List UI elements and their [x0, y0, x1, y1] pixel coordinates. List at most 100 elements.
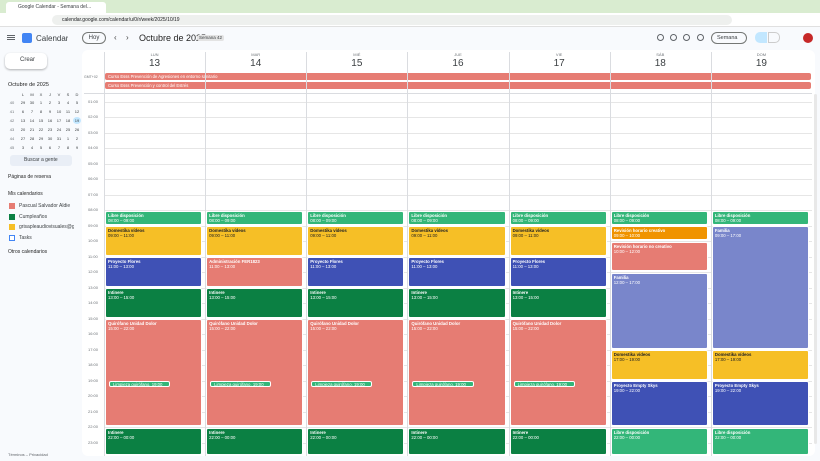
day-number[interactable]: 17	[553, 58, 565, 69]
event[interactable]: Intinere 13:00 – 15:00	[206, 288, 304, 318]
event[interactable]: Domestika vídeos 09:00 – 11:00	[509, 226, 607, 256]
event[interactable]: Libre disposición 08:00 – 09:00	[509, 210, 607, 225]
day-number[interactable]: 18	[654, 58, 666, 69]
calendar-checkbox[interactable]	[9, 213, 15, 220]
mini-day[interactable]: 29	[38, 136, 44, 141]
mini-day[interactable]: 8	[39, 109, 43, 114]
event[interactable]: Revisión horario no creativo 10:00 – 12:0…	[610, 241, 708, 271]
day-number[interactable]: 13	[149, 58, 161, 69]
mini-day[interactable]: 14	[29, 118, 35, 123]
mini-day[interactable]: 20	[20, 127, 26, 132]
event[interactable]: Proyecto Flores 11:00 – 13:00	[408, 257, 506, 287]
mini-day[interactable]: 2	[75, 136, 79, 141]
mini-day[interactable]: 23	[47, 127, 53, 132]
event[interactable]: Intinere 22:00 – 00:00	[206, 427, 304, 455]
day-number[interactable]: 16	[452, 58, 464, 69]
event[interactable]: Quirófano Unidad Dolor 15:00 – 22:00	[408, 319, 506, 426]
event[interactable]: Libre disposición 08:00 – 09:00	[408, 210, 506, 225]
address-bar[interactable]	[52, 15, 732, 25]
avatar[interactable]	[803, 33, 813, 43]
event[interactable]: Domestika vídeos 09:00 – 11:00	[408, 226, 506, 256]
day-number[interactable]: 14	[250, 58, 262, 69]
create-button[interactable]: Crear	[5, 53, 47, 69]
header-icon[interactable]	[683, 34, 690, 41]
mini-day[interactable]: 1	[39, 100, 43, 105]
event[interactable]: Quirófano Unidad Dolor 15:00 – 22:00	[206, 319, 304, 426]
event[interactable]: Domestika vídeos 17:00 – 19:00	[711, 350, 809, 380]
mini-day[interactable]: 19	[73, 117, 81, 124]
event[interactable]: Intinere 13:00 – 15:00	[105, 288, 203, 318]
tab[interactable]	[6, 2, 106, 13]
mini-day[interactable]: 18	[65, 118, 71, 123]
event[interactable]: Proyecto Empty Skys 19:00 – 22:00	[610, 381, 708, 426]
event[interactable]: Intinere 13:00 – 15:00	[509, 288, 607, 318]
day-number[interactable]: 19	[755, 58, 767, 69]
event[interactable]: Intinere 22:00 – 00:00	[509, 427, 607, 455]
event[interactable]: Libre disposición 08:00 – 09:00	[711, 210, 809, 225]
mini-day[interactable]: 2	[48, 100, 52, 105]
calendar-toggle[interactable]	[755, 32, 767, 43]
event-chip[interactable]: Limpieza quirófano, 19:00	[311, 380, 373, 387]
mini-day[interactable]: 3	[21, 145, 25, 150]
event[interactable]: Domestika vídeos 17:00 – 19:00	[610, 350, 708, 380]
mini-day[interactable]: 22	[38, 127, 44, 132]
event[interactable]: Revisión horario creativo 09:00 – 10:00	[610, 226, 708, 240]
event[interactable]: Domestika vídeos 09:00 – 11:00	[307, 226, 405, 256]
mini-day[interactable]: 7	[30, 109, 34, 114]
mini-day[interactable]: 5	[75, 100, 79, 105]
event[interactable]: Familia 09:00 – 17:00	[711, 226, 809, 349]
mini-day[interactable]: 4	[66, 100, 70, 105]
header-icon[interactable]	[697, 34, 704, 41]
mini-day[interactable]: 3	[57, 100, 61, 105]
today-button[interactable]: Hoy	[82, 32, 106, 44]
event[interactable]: Familia 12:00 – 17:00	[610, 272, 708, 349]
event-chip[interactable]: Limpieza quirófano, 19:00	[412, 380, 474, 387]
calendar-checkbox[interactable]	[9, 234, 15, 241]
menu-icon[interactable]	[7, 35, 15, 36]
mini-day[interactable]: 30	[47, 136, 53, 141]
mini-day[interactable]: 11	[65, 109, 71, 114]
event[interactable]: Proyecto Empty Skys 19:00 – 22:00	[711, 381, 809, 426]
view-button[interactable]: Semana	[711, 32, 747, 44]
mini-day[interactable]: 25	[65, 127, 71, 132]
mini-day[interactable]: 30	[29, 100, 35, 105]
search-people[interactable]: Buscar a gente	[10, 155, 72, 166]
mini-day[interactable]: 1	[66, 136, 70, 141]
event[interactable]: Libre disposición 08:00 – 09:00	[206, 210, 304, 225]
mini-day[interactable]: 10	[56, 109, 62, 114]
mini-day[interactable]: 28	[29, 136, 35, 141]
mini-day[interactable]: 5	[39, 145, 43, 150]
event[interactable]: Proyecto Flores 11:00 – 13:00	[105, 257, 203, 287]
mini-day[interactable]: 12	[74, 109, 80, 114]
event[interactable]: Quirófano Unidad Dolor 15:00 – 22:00	[105, 319, 203, 426]
mini-day[interactable]: 31	[56, 136, 62, 141]
calendar-checkbox[interactable]	[9, 224, 15, 230]
mini-day[interactable]: 6	[48, 145, 52, 150]
event[interactable]: Libre disposición 22:00 – 00:00	[610, 427, 708, 455]
mini-day[interactable]: 9	[48, 109, 52, 114]
next-arrow[interactable]: ›	[126, 33, 129, 42]
event[interactable]: Domestika vídeos 09:00 – 11:00	[105, 226, 203, 256]
event[interactable]: Libre disposición 08:00 – 09:00	[610, 210, 708, 225]
event-chip[interactable]: Limpieza quirófano, 19:00	[513, 380, 575, 387]
event-chip[interactable]: Limpieza quirófano, 19:00	[109, 380, 171, 387]
mini-day[interactable]: 9	[75, 145, 79, 150]
event[interactable]: Intinere 22:00 – 00:00	[105, 427, 203, 455]
calendar-checkbox[interactable]	[9, 203, 15, 209]
mini-day[interactable]: 17	[56, 118, 62, 123]
event[interactable]: Libre disposición 08:00 – 09:00	[307, 210, 405, 225]
mini-day[interactable]: 13	[20, 118, 26, 123]
event[interactable]: Proyecto Flores 11:00 – 13:00	[509, 257, 607, 287]
mini-day[interactable]: 29	[20, 100, 26, 105]
event-chip[interactable]: Limpieza quirófano, 19:00	[210, 380, 272, 387]
event[interactable]: Libre disposición 08:00 – 09:00	[105, 210, 203, 225]
header-icon[interactable]	[657, 34, 664, 41]
mini-day[interactable]: 24	[56, 127, 62, 132]
mini-day[interactable]: 7	[57, 145, 61, 150]
tasks-toggle[interactable]	[768, 32, 780, 43]
event[interactable]: Intinere 22:00 – 00:00	[307, 427, 405, 455]
mini-day[interactable]: 16	[47, 118, 53, 123]
mini-day[interactable]: 6	[21, 109, 25, 114]
mini-day[interactable]: 27	[20, 136, 26, 141]
prev-arrow[interactable]: ‹	[114, 33, 117, 42]
